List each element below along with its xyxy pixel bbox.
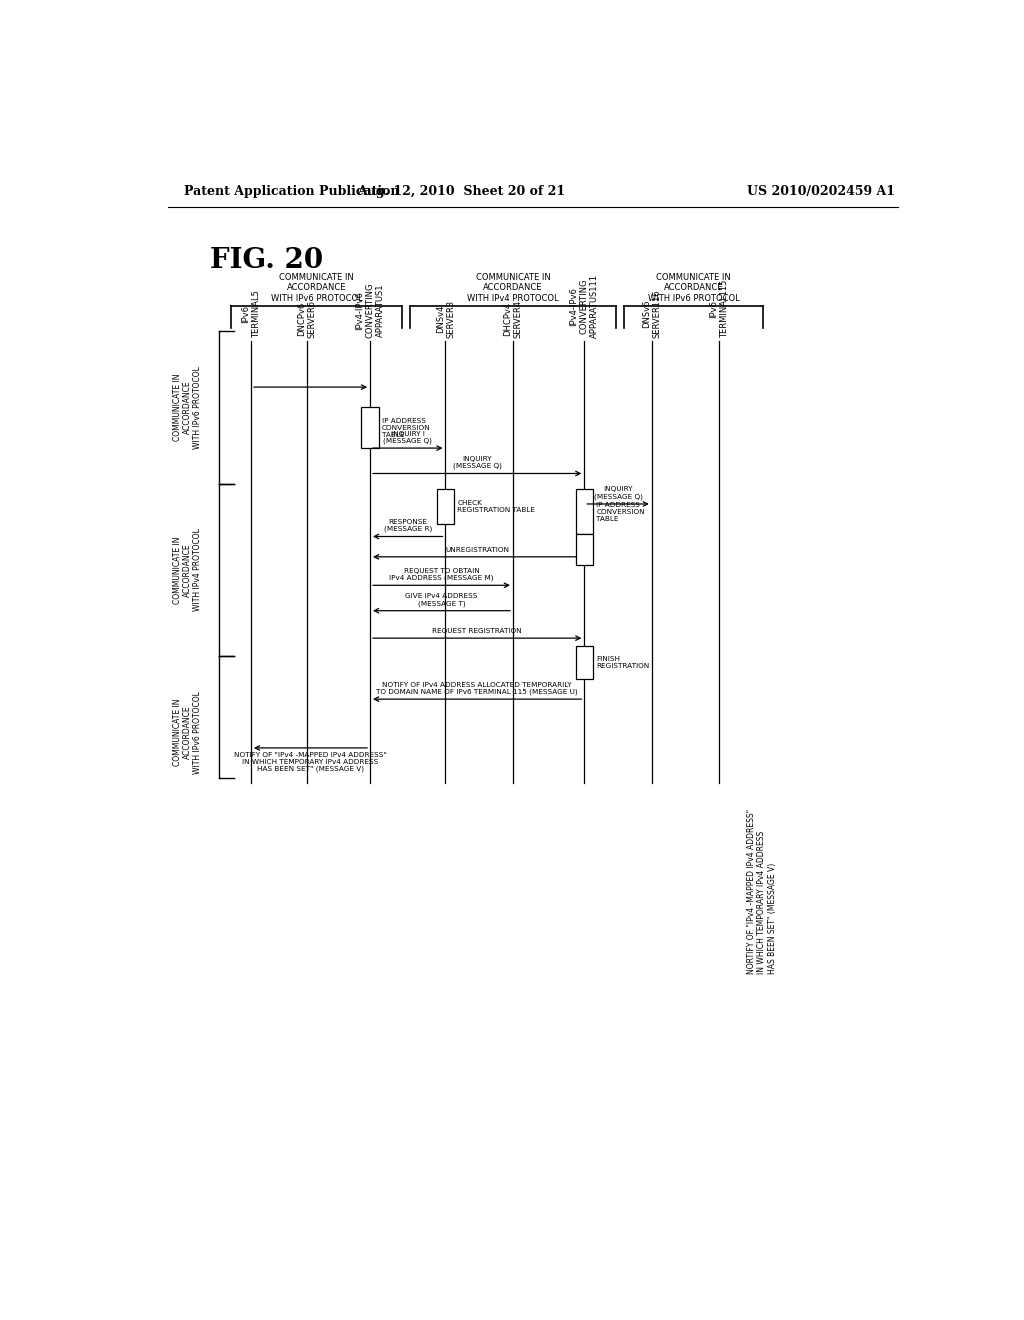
Text: DNCPv6
SERVER6: DNCPv6 SERVER6 <box>297 300 316 338</box>
Text: CHECK
REGISTRATION TABLE: CHECK REGISTRATION TABLE <box>458 500 536 513</box>
Text: INQUIRY
(MESSAGE Q): INQUIRY (MESSAGE Q) <box>453 455 502 470</box>
Text: US 2010/0202459 A1: US 2010/0202459 A1 <box>748 185 895 198</box>
Text: IP ADDRESS
CONVERSION
TABLE: IP ADDRESS CONVERSION TABLE <box>382 417 430 438</box>
Text: IPv6
TERMINAL115: IPv6 TERMINAL115 <box>710 280 729 338</box>
Text: COMMUNICATE IN
ACCORDANCE
WITH IPv6 PROTOCOL: COMMUNICATE IN ACCORDANCE WITH IPv6 PROT… <box>173 692 203 774</box>
Bar <box>575 647 593 678</box>
Text: COMMUNICATE IN
ACCORDANCE
WITH IPv6 PROTOCOL: COMMUNICATE IN ACCORDANCE WITH IPv6 PROT… <box>173 366 203 449</box>
Bar <box>575 488 593 535</box>
Text: INQUIRY
(MESSAGE Q): INQUIRY (MESSAGE Q) <box>594 486 642 500</box>
Text: INQUIRY I
(MESSAGE Q): INQUIRY I (MESSAGE Q) <box>383 430 432 444</box>
Text: DHCPv4
SERVER4: DHCPv4 SERVER4 <box>503 301 522 338</box>
Text: COMMUNICATE IN
ACCORDANCE
WITH IPv6 PROTOCOL: COMMUNICATE IN ACCORDANCE WITH IPv6 PROT… <box>270 273 362 302</box>
Bar <box>436 488 455 524</box>
Text: UNREGISTRATION: UNREGISTRATION <box>445 546 509 553</box>
Text: IPv4-IPv6
CONVERTING
APPARATUS111: IPv4-IPv6 CONVERTING APPARATUS111 <box>569 275 599 338</box>
Text: Aug. 12, 2010  Sheet 20 of 21: Aug. 12, 2010 Sheet 20 of 21 <box>357 185 565 198</box>
Text: DNSv6
SERVER116: DNSv6 SERVER116 <box>642 289 662 338</box>
Text: REQUEST TO OBTAIN
IPv4 ADDRESS (MESSAGE M): REQUEST TO OBTAIN IPv4 ADDRESS (MESSAGE … <box>389 568 494 581</box>
Text: COMMUNICATE IN
ACCORDANCE
WITH IPv6 PROTOCOL: COMMUNICATE IN ACCORDANCE WITH IPv6 PROT… <box>647 273 739 302</box>
Bar <box>575 535 593 565</box>
Text: FIG. 20: FIG. 20 <box>210 247 324 273</box>
Text: DNSv4
SERVER3: DNSv4 SERVER3 <box>436 300 455 338</box>
Bar <box>361 408 379 447</box>
Text: IPv4-IPv6
CONVERTING
APPARATUS1: IPv4-IPv6 CONVERTING APPARATUS1 <box>355 282 385 338</box>
Text: Patent Application Publication: Patent Application Publication <box>183 185 399 198</box>
Text: RESPONSE
(MESSAGE R): RESPONSE (MESSAGE R) <box>384 519 432 532</box>
Text: NORTIFY OF "IPv4 -MAPPED IPv4 ADDRESS"
IN WHICH TEMPORARY IPv4 ADDRESS
HAS BEEN : NORTIFY OF "IPv4 -MAPPED IPv4 ADDRESS" I… <box>748 809 777 974</box>
Text: REQUEST REGISTRATION: REQUEST REGISTRATION <box>432 628 522 634</box>
Text: COMMUNICATE IN
ACCORDANCE
WITH IPv4 PROTOCOL: COMMUNICATE IN ACCORDANCE WITH IPv4 PROT… <box>467 273 559 302</box>
Text: IP ADDRESS
CONVERSION
TABLE: IP ADDRESS CONVERSION TABLE <box>596 502 645 521</box>
Text: NOTIFY OF "IPv4 -MAPPED IPv4 ADDRESS"
IN WHICH TEMPORARY IPv4 ADDRESS
HAS BEEN S: NOTIFY OF "IPv4 -MAPPED IPv4 ADDRESS" IN… <box>234 752 387 772</box>
Text: COMMUNICATE IN
ACCORDANCE
WITH IPv4 PROTOCOL: COMMUNICATE IN ACCORDANCE WITH IPv4 PROT… <box>173 528 203 611</box>
Text: GIVE IPv4 ADDRESS
(MESSAGE T): GIVE IPv4 ADDRESS (MESSAGE T) <box>406 593 477 607</box>
Text: IPv6
TERMINAL5: IPv6 TERMINAL5 <box>242 290 261 338</box>
Text: NOTIFY OF IPv4 ADDRESS ALLOCATED TEMPORARILY
TO DOMAIN NAME OF IPv6 TERMINAL 115: NOTIFY OF IPv4 ADDRESS ALLOCATED TEMPORA… <box>377 681 578 696</box>
Text: FINISH
REGISTRATION: FINISH REGISTRATION <box>596 656 649 669</box>
